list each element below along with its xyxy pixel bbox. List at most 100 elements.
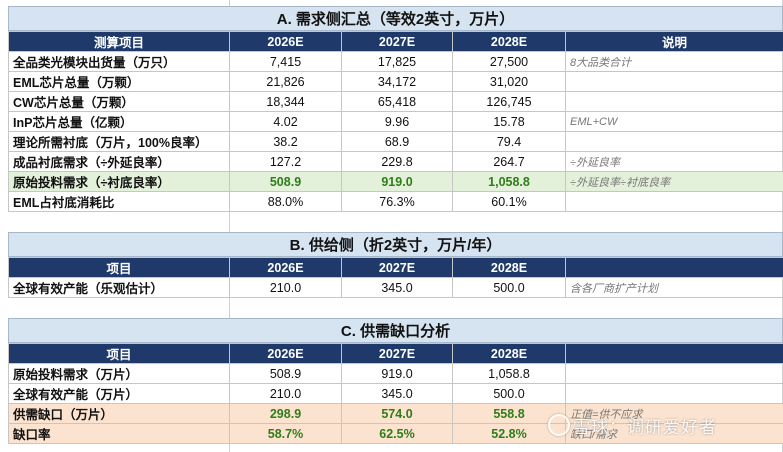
row-label: 成品衬底需求（÷外延良率） xyxy=(8,151,230,172)
value-2026: 210.0 xyxy=(229,383,342,404)
row-note: EML+CW xyxy=(565,111,783,132)
demand-table: 测算项目 2026E 2027E 2028E 说明 全品类光模块出货量（万只） … xyxy=(8,31,783,212)
row-label: EML芯片总量（万颗） xyxy=(8,71,230,92)
value-2027: 9.96 xyxy=(341,111,453,132)
value-2027: 919.0 xyxy=(341,363,453,384)
value-2026: 18,344 xyxy=(229,91,342,112)
value-2026: 508.9 xyxy=(229,363,342,384)
header-2027: 2027E xyxy=(341,343,453,364)
gap-header-row: 项目 2026E 2027E 2028E xyxy=(8,343,783,364)
row-note xyxy=(565,191,783,212)
value-2027: 574.0 xyxy=(341,403,453,424)
table-row-highlight: 供需缺口（万片） 298.9 574.0 558.8 正值=供不应求 xyxy=(8,403,783,424)
snowball-logo-icon xyxy=(548,414,570,436)
section-demand-title: A. 需求侧汇总（等效2英寸，万片） xyxy=(8,6,783,31)
value-2026: 508.9 xyxy=(229,171,342,192)
row-note xyxy=(565,131,783,152)
header-2026: 2026E xyxy=(229,257,342,278)
value-2027: 345.0 xyxy=(341,383,453,404)
value-2027: 229.8 xyxy=(341,151,453,172)
table-row: EML芯片总量（万颗） 21,826 34,172 31,020 xyxy=(8,71,783,92)
row-note xyxy=(565,363,783,384)
row-label: 供需缺口（万片） xyxy=(8,403,230,424)
value-2028: 52.8% xyxy=(452,423,566,444)
section-supply: B. 供给侧（折2英寸，万片/年） 项目 2026E 2027E 2028E 全… xyxy=(8,232,783,298)
section-gap: C. 供需缺口分析 项目 2026E 2027E 2028E 原始投料需求（万片… xyxy=(8,318,783,444)
header-item: 测算项目 xyxy=(8,31,230,52)
header-note xyxy=(565,343,783,364)
row-note: ÷外延良率 xyxy=(565,151,783,172)
header-2026: 2026E xyxy=(229,31,342,52)
value-2027: 919.0 xyxy=(341,171,453,192)
value-2028: 27,500 xyxy=(452,51,566,72)
table-row-highlight: 原始投料需求（÷衬底良率） 508.9 919.0 1,058.8 ÷外延良率÷… xyxy=(8,171,783,192)
value-2026: 298.9 xyxy=(229,403,342,424)
header-item: 项目 xyxy=(8,257,230,278)
row-note xyxy=(565,71,783,92)
row-note xyxy=(565,383,783,404)
value-2028: 1,058.8 xyxy=(452,171,566,192)
table-row: 理论所需衬底（万片，100%良率） 38.2 68.9 79.4 xyxy=(8,131,783,152)
demand-header-row: 测算项目 2026E 2027E 2028E 说明 xyxy=(8,31,783,52)
value-2028: 1,058.8 xyxy=(452,363,566,384)
value-2026: 4.02 xyxy=(229,111,342,132)
header-2027: 2027E xyxy=(341,31,453,52)
value-2026: 210.0 xyxy=(229,277,342,298)
row-note xyxy=(565,91,783,112)
row-label: 全品类光模块出货量（万只） xyxy=(8,51,230,72)
value-2026: 7,415 xyxy=(229,51,342,72)
value-2028: 558.8 xyxy=(452,403,566,424)
supply-header-row: 项目 2026E 2027E 2028E xyxy=(8,257,783,278)
value-2028: 500.0 xyxy=(452,383,566,404)
row-note: 缺口/需求 xyxy=(565,423,783,444)
row-label: InP芯片总量（亿颗） xyxy=(8,111,230,132)
value-2027: 345.0 xyxy=(341,277,453,298)
gap-table: 项目 2026E 2027E 2028E 原始投料需求（万片） 508.9 91… xyxy=(8,343,783,444)
row-label: 缺口率 xyxy=(8,423,230,444)
row-note: 8大品类合计 xyxy=(565,51,783,72)
table-row: 全球有效产能（万片） 210.0 345.0 500.0 xyxy=(8,383,783,404)
value-2028: 79.4 xyxy=(452,131,566,152)
value-2027: 65,418 xyxy=(341,91,453,112)
row-note: 含各厂商扩产计划 xyxy=(565,277,783,298)
value-2028: 500.0 xyxy=(452,277,566,298)
value-2026: 21,826 xyxy=(229,71,342,92)
section-demand: A. 需求侧汇总（等效2英寸，万片） 测算项目 2026E 2027E 2028… xyxy=(8,6,783,212)
row-label: 理论所需衬底（万片，100%良率） xyxy=(8,131,230,152)
row-label: 原始投料需求（万片） xyxy=(8,363,230,384)
value-2027: 62.5% xyxy=(341,423,453,444)
value-2027: 76.3% xyxy=(341,191,453,212)
row-note: ÷外延良率÷衬底良率 xyxy=(565,171,783,192)
section-gap-title: C. 供需缺口分析 xyxy=(8,318,783,343)
value-2027: 34,172 xyxy=(341,71,453,92)
table-row: 原始投料需求（万片） 508.9 919.0 1,058.8 xyxy=(8,363,783,384)
value-2028: 60.1% xyxy=(452,191,566,212)
value-2026: 127.2 xyxy=(229,151,342,172)
row-label: 全球有效产能（万片） xyxy=(8,383,230,404)
value-2027: 68.9 xyxy=(341,131,453,152)
watermark-text: 雪球：调研爱好者 xyxy=(573,418,717,437)
table-row-highlight: 缺口率 58.7% 62.5% 52.8% 缺口/需求 xyxy=(8,423,783,444)
table-row: EML占衬底消耗比 88.0% 76.3% 60.1% xyxy=(8,191,783,212)
row-label: 全球有效产能（乐观估计） xyxy=(8,277,230,298)
header-2026: 2026E xyxy=(229,343,342,364)
table-row: 全品类光模块出货量（万只） 7,415 17,825 27,500 8大品类合计 xyxy=(8,51,783,72)
value-2026: 58.7% xyxy=(229,423,342,444)
value-2028: 31,020 xyxy=(452,71,566,92)
row-note: 正值=供不应求 xyxy=(565,403,783,424)
value-2028: 264.7 xyxy=(452,151,566,172)
table-row: CW芯片总量（万颗） 18,344 65,418 126,745 xyxy=(8,91,783,112)
row-label: EML占衬底消耗比 xyxy=(8,191,230,212)
header-item: 项目 xyxy=(8,343,230,364)
table-row: InP芯片总量（亿颗） 4.02 9.96 15.78 EML+CW xyxy=(8,111,783,132)
header-2028: 2028E xyxy=(452,257,566,278)
header-note: 说明 xyxy=(565,31,783,52)
header-2028: 2028E xyxy=(452,31,566,52)
watermark: 雪球：调研爱好者 xyxy=(548,413,717,438)
row-label: CW芯片总量（万颗） xyxy=(8,91,230,112)
header-2027: 2027E xyxy=(341,257,453,278)
value-2026: 88.0% xyxy=(229,191,342,212)
header-note xyxy=(565,257,783,278)
row-label: 原始投料需求（÷衬底良率） xyxy=(8,171,230,192)
value-2027: 17,825 xyxy=(341,51,453,72)
